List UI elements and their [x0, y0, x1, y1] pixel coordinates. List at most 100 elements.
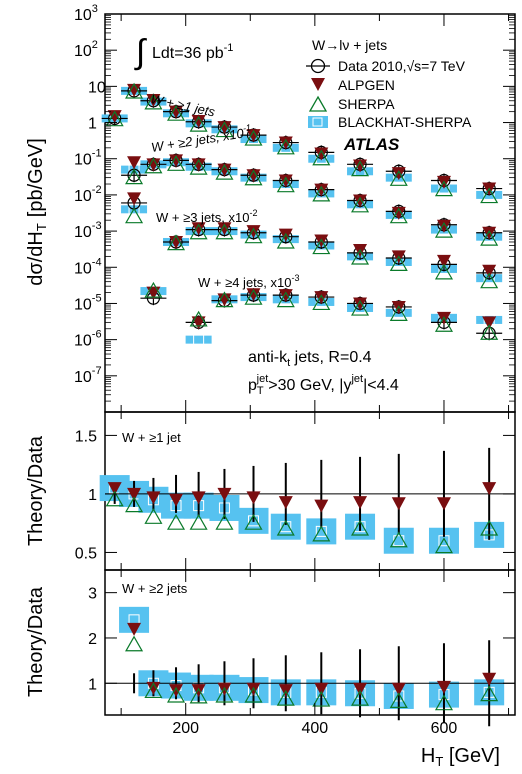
sherpa-point-s1-3: [189, 158, 208, 175]
ratio2-panel-frame: [104, 569, 516, 716]
luminosity-label: ∫ Ldt=36 pb-1: [134, 33, 233, 71]
sherpa-point-s0-4: [189, 115, 208, 132]
sherpa-point-s2-5: [276, 232, 295, 249]
x-axis-title: HT [GeV]: [421, 745, 500, 769]
alpgen-point-s1-8: [353, 194, 368, 208]
sherpa-point-s3-3: [244, 288, 263, 305]
alpgen-point-s1-11: [482, 226, 497, 240]
main-y-tick-exp-4: -1: [92, 148, 102, 160]
alpgen-point-s1-4: [217, 163, 232, 177]
sherpa-ratio-r2-1: [144, 682, 163, 699]
alpgen-point-s2-10: [482, 264, 497, 278]
sherpa-point-s2-2: [189, 223, 208, 240]
alpgen-ratio-r2-9: [391, 682, 406, 696]
sherpa-point-s2-7: [351, 248, 370, 265]
sherpa-point-s1-9: [389, 207, 408, 224]
sherpa-ratio-r1-3: [166, 513, 186, 530]
sherpa-point-s2-0: [125, 207, 144, 224]
alpgen-ratio-r1-10: [391, 497, 406, 511]
main-y-axis-title: dσ/dHT[pb/GeV]: [25, 138, 49, 285]
sherpa-ratio-r2-2: [166, 686, 186, 703]
sherpa-point-s3-1: [189, 310, 208, 327]
main-y-tick-label-4: 10-1: [74, 148, 102, 169]
sherpa-ratio-r2-11: [480, 685, 499, 702]
alpgen-point-s0-1: [127, 83, 142, 97]
alpgen-ratio-r1-2: [146, 491, 161, 505]
legend-title: W→lν + jets: [312, 37, 387, 53]
alpgen-point-s3-6: [353, 297, 368, 311]
main-y-tick-label-3: 1: [88, 116, 97, 133]
alpgen-point-s0-5: [217, 121, 232, 135]
sherpa-point-s1-2: [166, 155, 186, 171]
alpgen-point-s2-1: [169, 235, 184, 249]
main-y-tick-exp-9: -6: [92, 329, 102, 341]
series-label-3jet: W + ≥3 jets, x10-2: [156, 208, 258, 225]
ratio1-label: W + ≥1 jet: [122, 430, 181, 445]
sherpa-ratio-r1-6: [244, 513, 263, 530]
sherpa-ratio-r2-9: [389, 692, 408, 709]
sherpa-point-s0-8: [312, 149, 331, 166]
sherpa-ratio-r1-12: [480, 519, 499, 536]
x-tick-label-0: 200: [172, 720, 199, 737]
sherpa-point-s1-5: [244, 169, 263, 186]
sherpa-ratio-r2-5: [244, 686, 263, 703]
sherpa-ratio-r1-11: [434, 537, 454, 554]
r1-y-tick-label-2: 0.5: [75, 545, 97, 562]
sherpa-point-s0-1: [125, 82, 144, 99]
legend-entry-alpgen: ALPGEN: [311, 77, 395, 93]
ratio2-label: W + ≥2 jets: [122, 581, 188, 596]
r2-y-tick-label-0: 3: [88, 586, 97, 603]
alpgen-ratio-r1-1: [127, 487, 142, 501]
alpgen-ratio-r2-5: [246, 682, 261, 696]
main-y-tick-label-0: 103: [74, 3, 98, 24]
legend-entry-sherpa: SHERPA: [308, 95, 395, 112]
ratio2-y-axis-title: Theory/Data: [25, 586, 47, 697]
alpgen-ratio-r2-2: [169, 684, 184, 698]
alpgen-ratio-r2-4: [217, 682, 232, 696]
main-y-tick-label-1: 102: [74, 39, 98, 60]
legend-entry-data: Data 2010,√s=7 TeV: [306, 58, 466, 74]
alpgen-ratio-r1-12: [482, 482, 497, 496]
sherpa-ratio-r1-2: [144, 508, 163, 524]
sherpa-point-s1-11: [480, 229, 499, 246]
sherpa-ratio-r1-9: [351, 519, 370, 536]
sherpa-ratio-r2-6: [276, 689, 295, 706]
sherpa-point-s0-9: [351, 160, 370, 177]
alpgen-point-s3-3: [246, 288, 261, 302]
sherpa-point-s2-6: [312, 238, 331, 255]
main-y-tick-label-9: 10-6: [74, 329, 102, 350]
sherpa-ratio-r1-1: [125, 496, 144, 513]
main-y-tick-label-5: 10-2: [74, 184, 102, 205]
x-tick-label-1: 400: [301, 720, 328, 737]
sherpa-ratio-r1-10: [389, 531, 408, 548]
sherpa-point-s3-5: [312, 294, 331, 311]
alpgen-point-s2-2: [191, 222, 206, 236]
svg-text:ALPGEN: ALPGEN: [338, 77, 395, 93]
alpgen-point-s1-5: [246, 169, 261, 183]
alpgen-ratio-r1-6: [246, 491, 261, 505]
alpgen-ratio-r1-11: [436, 497, 451, 511]
alpgen-marker-icon: [311, 78, 325, 91]
alpgen-point-s3-1: [191, 316, 206, 330]
main-y-tick-exp-6: -3: [92, 220, 102, 232]
sherpa-point-s0-5: [215, 121, 234, 138]
blackhat-band-s3-1-marker: [193, 334, 205, 346]
series-label-4jet: W + ≥4 jets, x10-3: [198, 273, 300, 290]
sherpa-point-s1-4: [215, 163, 234, 180]
sherpa-ratio-r1-7: [276, 519, 295, 536]
sherpa-point-s2-4: [244, 227, 263, 244]
jet-cuts-label: pTjet>30 GeV, |yjet|<4.4: [248, 373, 399, 397]
x-tick-label-2: 600: [431, 720, 458, 737]
alpgen-point-s2-9: [436, 254, 451, 268]
alpgen-point-s2-0: [127, 192, 142, 206]
sherpa-point-s1-10: [434, 221, 454, 238]
alpgen-point-s0-6: [246, 129, 261, 143]
alpgen-point-s2-6: [314, 234, 329, 248]
r2-y-tick-label-1: 2: [88, 631, 97, 648]
alpgen-point-s1-6: [278, 174, 293, 188]
sherpa-point-s0-6: [244, 129, 263, 146]
r1-y-tick-label-0: 1.5: [75, 428, 97, 445]
r2-y-tick-label-2: 1: [88, 676, 97, 693]
sherpa-point-s2-3: [215, 223, 234, 240]
alpgen-point-s1-0: [127, 156, 142, 170]
